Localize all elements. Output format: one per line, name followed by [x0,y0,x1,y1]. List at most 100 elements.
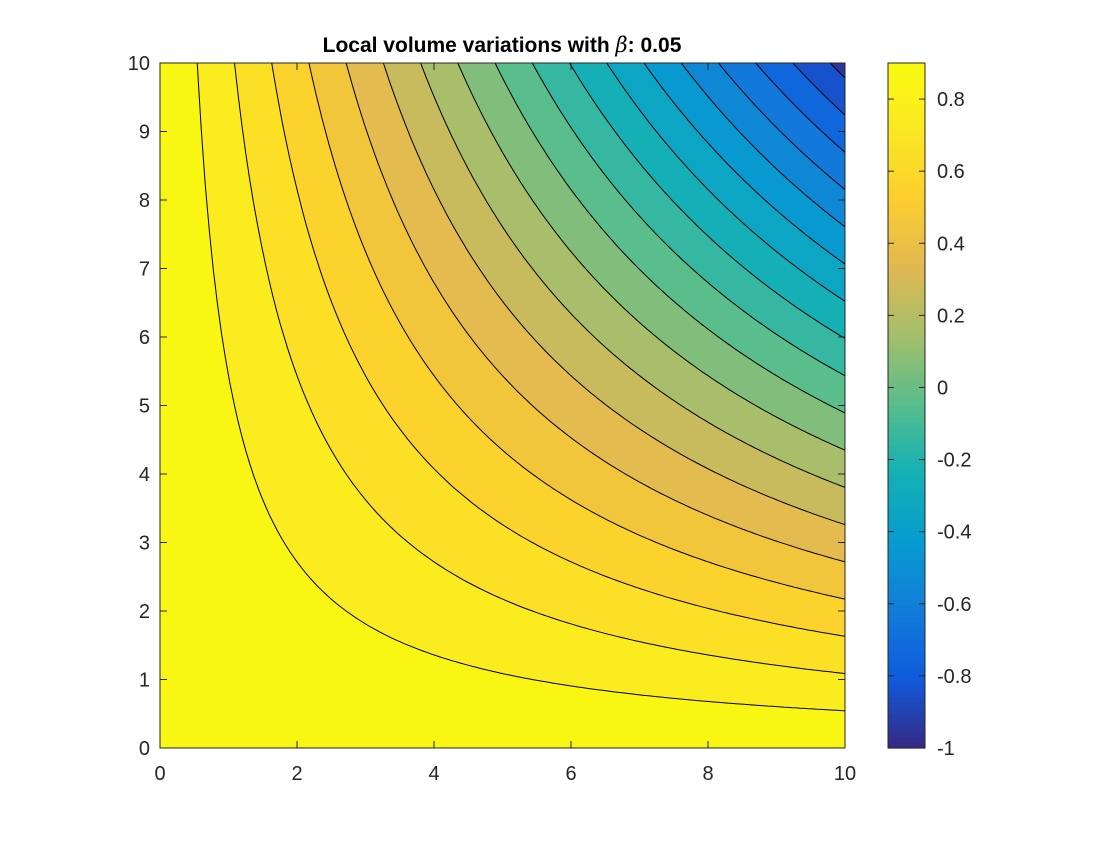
colorbar-segment [888,205,925,213]
colorbar-segment [888,177,925,184]
colorbar-segment [888,702,925,709]
colorbar-tick-label: -0.8 [937,666,971,688]
contour-line [531,62,846,377]
colorbar-segment [888,736,925,743]
colorbar-segment [888,474,925,481]
contour-line [382,62,846,526]
y-tick-label: 2 [139,601,150,623]
colorbar-segment [888,325,925,332]
colorbar-segment [888,268,925,275]
y-tick-label: 10 [128,53,150,75]
colorbar-segment [888,519,925,526]
colorbar-segment [888,274,925,281]
colorbar-tick-label: -0.6 [937,594,971,616]
colorbar-segment [888,679,925,686]
colorbar-segment [888,85,925,93]
chart-title-symbol: β [615,33,628,57]
colorbar-segment [888,411,925,418]
x-tick-label: 10 [834,763,856,785]
colorbar-segment [888,239,925,247]
colorbar-segment [888,673,925,681]
colorbar-segment [888,639,925,646]
colorbar-segment [888,542,925,549]
contour-line [457,62,846,451]
colorbar-frame [887,62,926,749]
colorbar-segment [888,416,925,424]
colorbar-segment [888,531,925,538]
colorbar-segment [888,245,925,252]
colorbar-segment [888,588,925,595]
y-tick-label: 3 [139,533,150,555]
colorbar-segment [888,200,925,207]
colorbar-segment [888,382,925,389]
colorbar-segment [888,63,925,70]
colorbar-segment [888,348,925,355]
colorbar-segment [888,285,925,292]
colorbar-segment [888,371,925,378]
colorbar-tick-label: -0.2 [937,450,971,472]
x-tick-label: 0 [154,763,165,785]
colorbar-segment [888,388,925,395]
contour-line [271,62,846,637]
colorbar-segment [888,297,925,304]
contour-line [308,62,846,600]
contour-line [829,62,846,79]
colorbar-segment [888,599,925,606]
colorbar-segment [888,525,925,532]
colorbar-segment [888,576,925,584]
x-tick-label: 2 [291,763,302,785]
contour-line [643,62,846,265]
contour-line [494,62,846,414]
colorbar-segment [888,114,925,121]
contour-line [234,62,846,674]
colorbar-segment [888,685,925,692]
colorbar-segment [888,148,925,155]
colorbar-segment [888,422,925,429]
colorbar-segment [888,719,925,726]
chart-title: Local volume variations with β: 0.05 [323,33,682,57]
colorbar-tick-label: 0.8 [937,89,965,111]
colorbar-segment [888,91,925,98]
colorbar-segment [888,605,925,612]
colorbar-segment [888,536,925,544]
y-axis: 0 1 2 3 4 5 6 7 8 9 10 [128,53,845,760]
colorbar-segment [888,696,925,703]
colorbar-segment [888,708,925,715]
colorbar-segment [888,725,925,732]
colorbar-segment [888,154,925,161]
colorbar-segment [888,645,925,652]
contour-line [718,62,846,190]
colorbar-segment [888,331,925,338]
colorbar-segment [888,217,925,224]
chart-title-suffix: : 0.05 [628,34,682,57]
y-tick-label: 4 [139,464,150,486]
colorbar-segment [888,394,925,401]
colorbar-segment [888,582,925,589]
x-axis: 0 2 4 6 8 10 [154,63,856,785]
colorbar-segment [888,405,925,412]
y-tick-label: 5 [139,396,150,418]
colorbar-segment [888,650,925,658]
colorbar-segment [888,565,925,572]
colorbar-segment [888,74,925,81]
colorbar-segment [888,97,925,104]
colorbar-segment [888,222,925,230]
colorbar-segment [888,611,925,618]
colorbar-segment [888,593,925,601]
colorbar-segment [888,120,925,127]
plot-area [159,62,846,749]
colorbar-segment [888,359,925,367]
colorbar-segment [888,108,925,115]
x-tick-label: 4 [428,763,439,785]
colorbar-segment [888,513,925,521]
colorbar-segment [888,365,925,372]
y-tick-label: 1 [139,670,150,692]
colorbar-segment [888,742,925,749]
colorbar-segment [888,125,925,133]
colorbar-segment [888,319,925,327]
contour-band [792,63,845,116]
y-tick-label: 9 [139,122,150,144]
colorbar-segment [888,131,925,138]
contour-line [755,62,846,153]
